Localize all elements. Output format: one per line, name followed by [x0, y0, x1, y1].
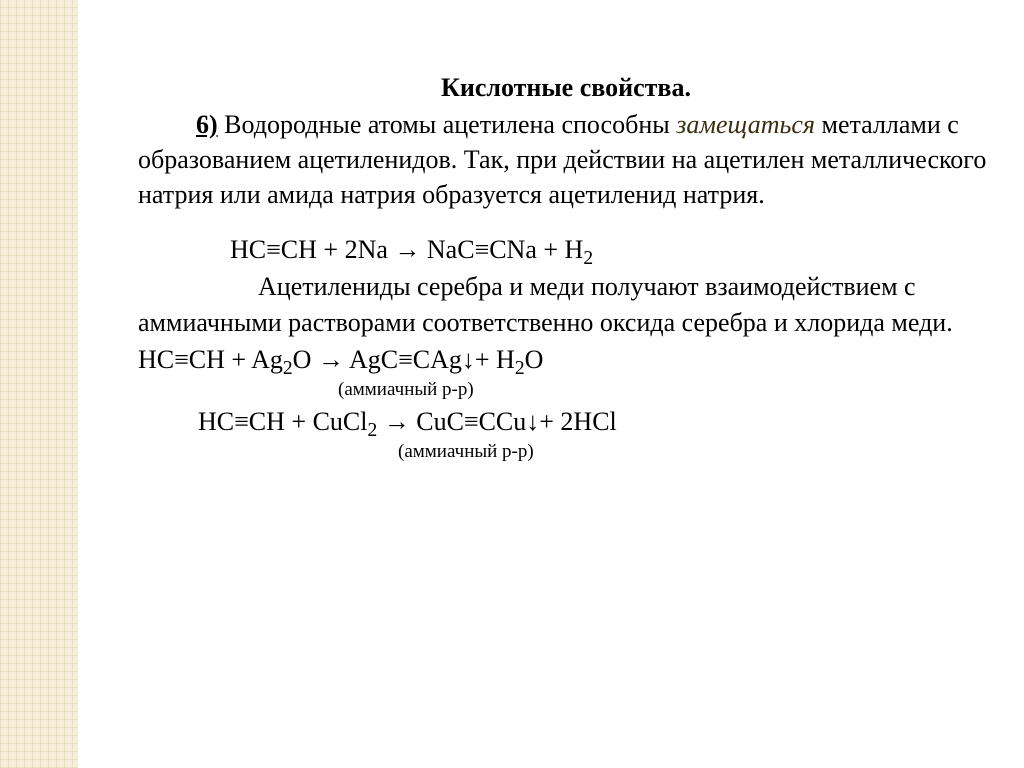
- eq2-a: HC≡CH + Ag: [138, 345, 283, 374]
- eq1-rhs: NaC≡CNa + H2: [427, 235, 593, 264]
- slide-title: Кислотные свойства.: [138, 70, 994, 105]
- annotation-2: (аммиачный р-р): [398, 439, 994, 465]
- slide-content: Кислотные свойства. 6) Водородные атомы …: [78, 0, 1024, 768]
- paragraph-2-line1: Ацетилениды серебра и меди получают взаи…: [138, 269, 994, 339]
- p1-t1: Водородные атомы ацетилена способны: [218, 110, 677, 139]
- equation-2: HC≡CH + Ag2O → AgC≡CAg↓+ H2O: [138, 342, 994, 377]
- equation-1: HC≡CH + 2Na → NaC≡CNa + H2: [230, 232, 994, 267]
- eq2-c: O: [525, 345, 544, 374]
- title-text: Кислотные свойства: [441, 73, 684, 102]
- eq1-lhs: HC≡CH + 2Na →: [230, 235, 427, 264]
- textured-sidebar: [0, 0, 78, 768]
- eq2-s1: 2: [283, 358, 293, 379]
- eq2-s2: 2: [515, 358, 525, 379]
- eq1-rhs-a: NaC≡CNa + H: [427, 235, 583, 264]
- equation-3: HC≡CH + CuCl2 → CuC≡CCu↓+ 2HCl: [198, 404, 994, 439]
- eq1-sub: 2: [583, 249, 593, 270]
- paragraph-1: 6) Водородные атомы ацетилена способны з…: [138, 107, 994, 212]
- p2-text: Ацетилениды серебра и меди получают взаи…: [138, 272, 953, 336]
- eq3-s1: 2: [367, 421, 377, 442]
- title-period: .: [684, 73, 691, 102]
- annotation-1: (аммиачный р-р): [338, 377, 994, 403]
- eq2-b: O → AgC≡CAg↓+ H: [293, 345, 515, 374]
- item-number: 6): [196, 110, 218, 139]
- p1-emph: замещаться: [676, 110, 815, 139]
- eq3-b: → CuC≡CCu↓+ 2HCl: [377, 407, 617, 436]
- eq3-a: HC≡CH + CuCl: [198, 407, 367, 436]
